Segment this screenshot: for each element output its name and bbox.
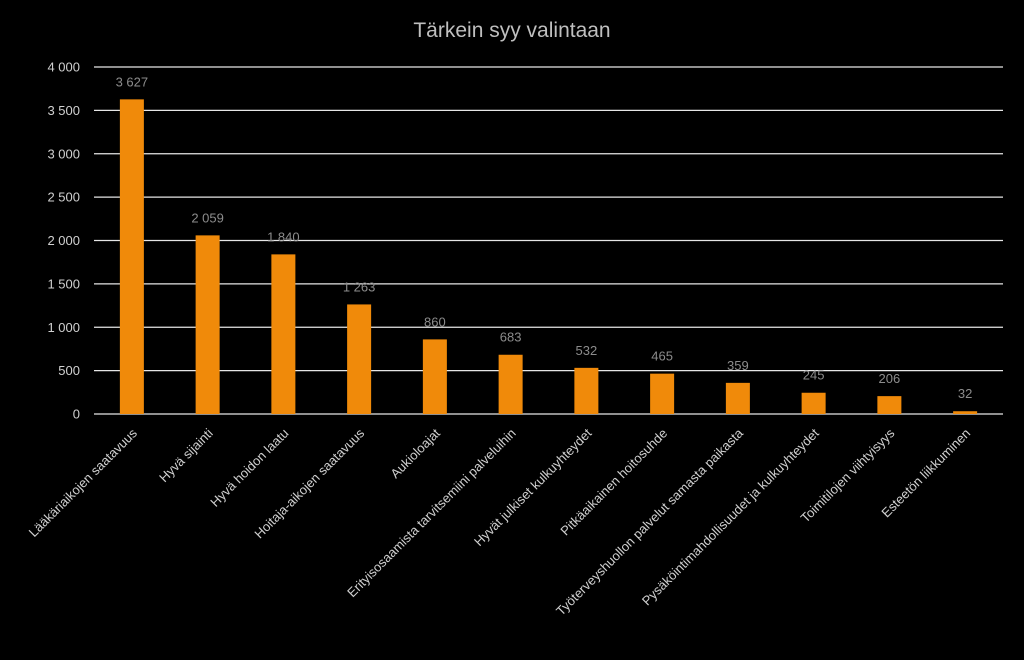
data-label: 1 263: [343, 279, 376, 294]
bar: [877, 396, 902, 414]
data-labels: 3 627 2 059 1 840 1 263 860 683 532 465 359 245 20…: [116, 74, 973, 401]
bars: [119, 99, 978, 414]
y-tick-label: 1 500: [47, 276, 80, 291]
data-label: 32: [958, 386, 972, 401]
data-label: 860: [424, 314, 446, 329]
y-tick-label: 2 500: [47, 190, 80, 205]
x-tick-label: Hyvä sijainti: [156, 425, 216, 485]
data-label: 359: [727, 358, 749, 373]
chart-title: Tärkein syy valintaan: [413, 19, 610, 42]
x-tick-label: Pysäköintimahdollisuudet ja kulkuyhteyde…: [639, 425, 822, 608]
data-label: 3 627: [116, 74, 149, 89]
bar: [725, 382, 750, 414]
y-tick-label: 0: [73, 407, 80, 422]
y-tick-label: 500: [58, 363, 80, 378]
data-label: 2 059: [191, 210, 224, 225]
data-label: 245: [803, 368, 825, 383]
bar: [498, 354, 523, 414]
y-tick-label: 3 000: [47, 146, 80, 161]
x-tick-label: Lääkäriaikojen saatavuus: [26, 425, 141, 540]
bar: [195, 235, 220, 414]
x-tick-label: Aukioloajat: [387, 425, 443, 481]
bar: [953, 411, 978, 414]
y-tick-label: 1 000: [47, 320, 80, 335]
y-tick-label: 3 500: [47, 103, 80, 118]
x-tick-label: Erityisosaamista tarvitsemiini palveluih…: [344, 426, 519, 601]
data-label: 1 840: [267, 229, 300, 244]
data-label: 206: [879, 371, 901, 386]
bar: [650, 373, 675, 414]
x-axis-ticks: Lääkäriaikojen saatavuus Hyvä sijaintiHyv…: [26, 425, 974, 619]
y-tick-label: 2 000: [47, 233, 80, 248]
bar: [574, 367, 599, 414]
gridlines: [94, 66, 1003, 415]
bar: [422, 339, 447, 414]
bar: [347, 304, 372, 414]
x-tick-label: Hyvä hoidon laatu: [207, 426, 291, 510]
data-label: 465: [651, 349, 673, 364]
data-label: 683: [500, 330, 522, 345]
bar: [271, 254, 296, 414]
data-label: 532: [576, 343, 598, 358]
y-axis-ticks: 0 500 1 000 1 500 2 000 2 500 3 000 3 500 4 000: [47, 60, 80, 422]
bar: [801, 392, 826, 414]
y-tick-label: 4 000: [47, 60, 80, 75]
bar: [119, 99, 144, 414]
